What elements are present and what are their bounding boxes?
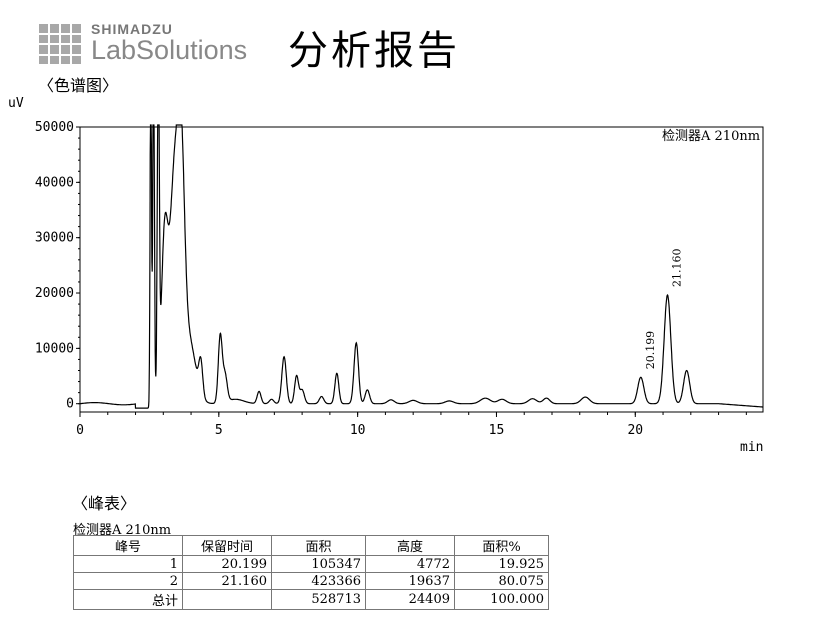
table-cell: 100.000 — [454, 589, 549, 610]
peak-table-detector: 检测器A 210nm — [73, 523, 172, 538]
brand-name: SHIMADZU — [91, 21, 173, 37]
table-cell: 423366 — [271, 572, 366, 590]
y-tick-label: 30000 — [35, 231, 74, 246]
table-cell — [182, 589, 272, 610]
x-axis-label: min — [740, 440, 763, 455]
table-cell: 总计 — [73, 589, 183, 610]
peak-label: 21.160 — [670, 249, 683, 288]
table-cell: 2 — [73, 572, 183, 590]
table-cell: 80.075 — [454, 572, 549, 590]
y-tick-label: 10000 — [35, 341, 74, 356]
table-cell: 20.199 — [182, 555, 272, 573]
y-tick-label: 20000 — [35, 286, 74, 301]
y-tick-label: 0 — [66, 397, 74, 412]
x-tick-label: 0 — [76, 423, 84, 438]
shimadzu-logo: SHIMADZU LabSolutions — [39, 22, 247, 64]
y-axis-label: uV — [8, 96, 24, 111]
plot-frame — [79, 126, 764, 413]
peak-table-section-title: 〈峰表〉 — [72, 494, 137, 513]
table-cell: 19637 — [365, 572, 455, 590]
column-header: 保留时间 — [182, 535, 272, 556]
column-header: 高度 — [365, 535, 455, 556]
table-cell: 24409 — [365, 589, 455, 610]
report-title: 分析报告 — [288, 28, 460, 74]
x-tick-label: 20 — [627, 423, 643, 438]
x-tick-label: 5 — [215, 423, 223, 438]
table-header-row: 峰号 保留时间 面积 高度 面积% — [73, 535, 549, 556]
x-tick-label: 10 — [350, 423, 366, 438]
detector-label: 检测器A 210nm — [662, 129, 760, 144]
chart-plot-area: 20.199 21.160 — [80, 124, 763, 409]
chromatogram-trace — [80, 124, 763, 409]
table-cell: 21.160 — [182, 572, 272, 590]
peak-label: 20.199 — [644, 331, 657, 370]
table-cell: 19.925 — [454, 555, 549, 573]
table-cell: 1 — [73, 555, 183, 573]
logo-grid-icon — [39, 24, 81, 64]
y-tick-label: 40000 — [35, 175, 74, 190]
product-name: LabSolutions — [91, 35, 248, 65]
y-tick-label: 50000 — [35, 120, 74, 135]
table-cell: 4772 — [365, 555, 455, 573]
column-header: 峰号 — [73, 535, 183, 556]
table-cell: 105347 — [271, 555, 366, 573]
table-row: 2 21.160 423366 19637 80.075 — [73, 572, 549, 590]
x-tick-label: 15 — [489, 423, 505, 438]
table-cell: 528713 — [271, 589, 366, 610]
column-header: 面积 — [271, 535, 366, 556]
peak-table: 峰号 保留时间 面积 高度 面积% 1 20.199 105347 4772 1… — [73, 535, 549, 610]
table-row: 1 20.199 105347 4772 19.925 — [73, 555, 549, 573]
chromatogram-section-title: 〈色谱图〉 — [38, 76, 119, 95]
column-header: 面积% — [454, 535, 549, 556]
chromatogram-chart: uV min 检测器A 210nm 0 10000 20000 30000 40000 5… — [8, 96, 764, 455]
chart-axes: 0 10000 20000 30000 40000 50000 0 5 10 15 20 — [35, 120, 764, 438]
table-total-row: 总计 528713 24409 100.000 — [73, 589, 549, 610]
